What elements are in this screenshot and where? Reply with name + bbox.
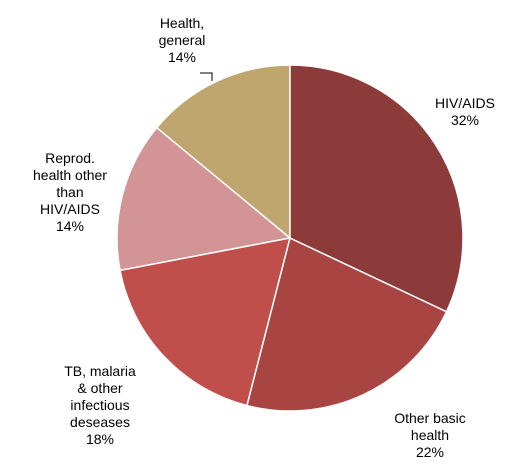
slice-label: TB, malaria & other infectious deseases 1… — [60, 363, 140, 448]
slice-label: Reprod. health other than HIV/AIDS 14% — [25, 150, 115, 235]
pie-slice — [119, 237, 292, 407]
category-label: TB, malaria & other infectious deseases — [64, 363, 136, 430]
category-label: Health, general — [158, 15, 206, 48]
slice-label: Other basic health 22% — [384, 410, 476, 461]
category-label: HIV/AIDS — [435, 95, 495, 111]
slice-label: Health, general 14% — [147, 15, 217, 66]
category-label: Other basic health — [394, 410, 466, 443]
pie-slice — [246, 236, 448, 412]
category-label: Reprod. health other than HIV/AIDS — [33, 150, 107, 217]
slice-label: HIV/AIDS 32% — [420, 95, 505, 129]
value-label: 14% — [167, 49, 197, 65]
value-label: 14% — [55, 218, 85, 234]
pie-slice — [116, 126, 292, 272]
value-label: 32% — [450, 112, 480, 128]
pie-slice — [289, 64, 464, 313]
leader-line — [200, 72, 213, 81]
value-label: 18% — [85, 431, 115, 447]
value-label: 22% — [415, 444, 445, 460]
pie-slice — [155, 64, 291, 240]
